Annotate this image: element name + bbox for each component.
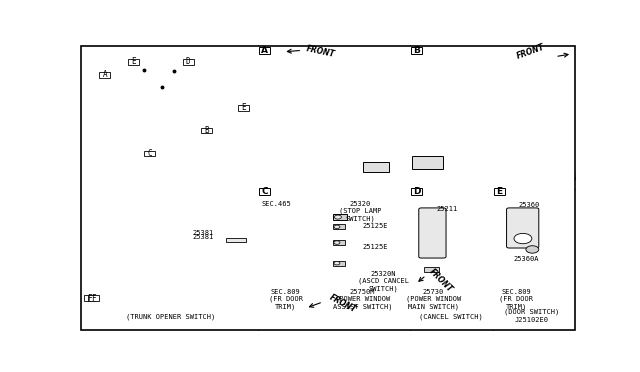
Bar [84,295,95,301]
Text: SEC.809
(FR DOOR
TRIM): SEC.809 (FR DOOR TRIM) [269,289,303,310]
Bar [238,105,249,110]
Text: 25320N
(ASCD CANCEL
SWITCH): 25320N (ASCD CANCEL SWITCH) [358,271,409,292]
Bar [128,59,139,65]
Text: E: E [497,187,502,196]
Bar [201,128,212,134]
Text: FRONT: FRONT [428,267,454,294]
Text: 25125E: 25125E [363,223,388,229]
Text: J25102E0: J25102E0 [515,317,548,323]
Text: 25320
(STOP LAMP
SWITCH): 25320 (STOP LAMP SWITCH) [339,201,381,222]
Bar [259,47,270,54]
Bar [412,156,443,169]
Text: 25360: 25360 [518,202,540,208]
Bar [144,151,155,156]
Text: A: A [261,46,268,55]
Text: 25730
(POWER WINDOW
MAIN SWITCH): 25730 (POWER WINDOW MAIN SWITCH) [406,289,461,310]
Bar [424,267,439,272]
Text: SEC.809
(FR DOOR
TRIM): SEC.809 (FR DOOR TRIM) [499,289,534,310]
Text: SEC.465: SEC.465 [261,201,291,207]
Text: D: D [413,187,420,196]
Text: E: E [241,103,246,112]
Text: A: A [102,70,107,79]
Text: C: C [147,149,152,158]
Bar [333,224,346,230]
Text: 25381: 25381 [193,234,214,240]
Text: C: C [261,187,268,196]
Circle shape [335,215,341,219]
Text: F: F [88,294,92,303]
Text: 25750M
(POWER WINDOW
ASSIST SWITCH): 25750M (POWER WINDOW ASSIST SWITCH) [333,289,392,310]
Text: B: B [413,46,420,55]
Bar [412,189,422,195]
FancyBboxPatch shape [507,208,539,248]
Bar [333,240,346,245]
Bar [412,47,422,54]
Text: (TRUNK OPENER SWITCH): (TRUNK OPENER SWITCH) [126,313,216,320]
Text: F: F [92,294,96,303]
Text: 25125E: 25125E [363,244,388,250]
Text: FRONT: FRONT [328,293,358,315]
Bar [259,189,270,195]
Text: E: E [131,57,136,66]
Bar [333,214,347,220]
Bar [99,72,110,78]
Text: D: D [186,57,191,66]
FancyBboxPatch shape [419,208,446,258]
Circle shape [514,233,532,244]
Text: 25381: 25381 [193,230,214,236]
Bar [494,189,505,195]
Text: 25360A: 25360A [514,256,539,262]
Circle shape [334,241,340,244]
Text: B: B [204,126,209,135]
Bar [182,59,193,65]
Circle shape [526,246,539,253]
Circle shape [334,262,340,265]
Text: (DOOR SWITCH): (DOOR SWITCH) [504,308,559,315]
Bar [227,238,246,242]
Bar [88,295,99,301]
Text: 25211: 25211 [436,206,458,212]
Text: FRONT: FRONT [306,44,336,59]
Bar [363,162,388,172]
Text: (CANCEL SWITCH): (CANCEL SWITCH) [419,314,483,320]
Text: FRONT: FRONT [516,42,547,61]
Bar [333,261,346,266]
Circle shape [334,225,340,228]
